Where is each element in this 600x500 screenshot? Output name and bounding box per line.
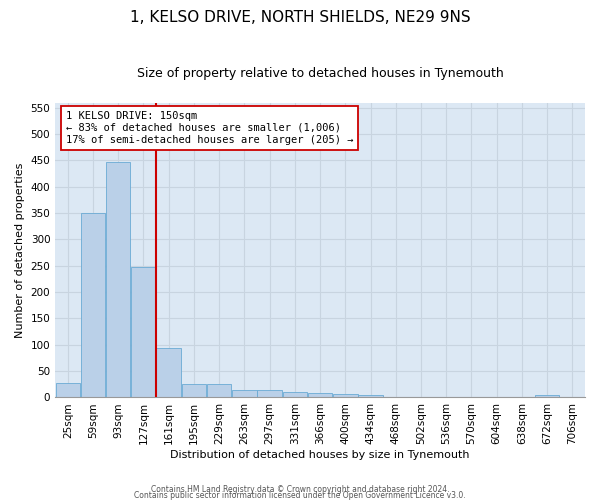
Text: 1 KELSO DRIVE: 150sqm
← 83% of detached houses are smaller (1,006)
17% of semi-d: 1 KELSO DRIVE: 150sqm ← 83% of detached … [66,112,353,144]
Bar [333,394,358,398]
Bar [257,390,282,398]
Bar [81,213,105,398]
Bar [535,395,559,398]
Y-axis label: Number of detached properties: Number of detached properties [15,162,25,338]
Text: Contains HM Land Registry data © Crown copyright and database right 2024.: Contains HM Land Registry data © Crown c… [151,484,449,494]
Bar [182,384,206,398]
Bar [157,348,181,398]
Text: Contains public sector information licensed under the Open Government Licence v3: Contains public sector information licen… [134,490,466,500]
Text: 1, KELSO DRIVE, NORTH SHIELDS, NE29 9NS: 1, KELSO DRIVE, NORTH SHIELDS, NE29 9NS [130,10,470,25]
Bar [56,382,80,398]
Bar [283,392,307,398]
Bar [207,384,232,398]
Title: Size of property relative to detached houses in Tynemouth: Size of property relative to detached ho… [137,68,503,80]
Bar [232,390,257,398]
Bar [358,395,383,398]
X-axis label: Distribution of detached houses by size in Tynemouth: Distribution of detached houses by size … [170,450,470,460]
Bar [106,162,130,398]
Bar [131,267,156,398]
Bar [308,393,332,398]
